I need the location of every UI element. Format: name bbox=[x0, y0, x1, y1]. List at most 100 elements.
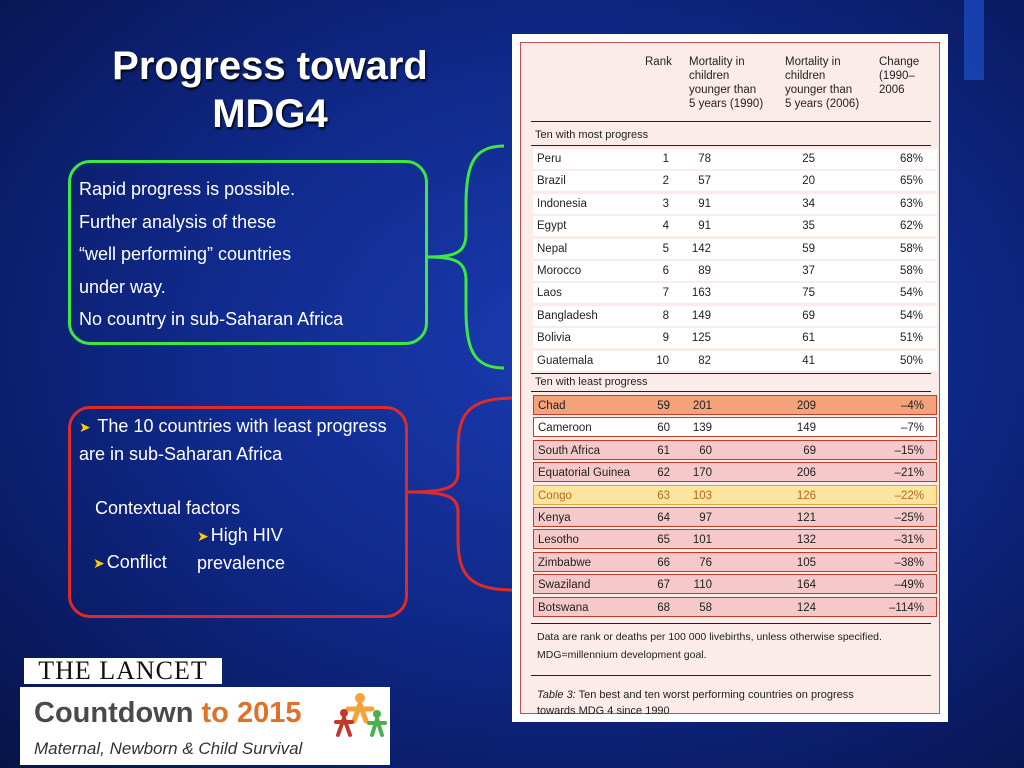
countdown-subtitle: Maternal, Newborn & Child Survival bbox=[34, 739, 303, 758]
corner-accent-bar bbox=[964, 0, 984, 80]
section-rule-least bbox=[531, 391, 931, 392]
header-m1990-l1: Mortality in bbox=[689, 56, 745, 68]
cell-m1990: 89 bbox=[698, 265, 711, 277]
section-most-progress: Ten with most progress bbox=[535, 129, 649, 141]
cell-change: 51% bbox=[899, 332, 923, 345]
cell-change: –49% bbox=[894, 579, 924, 592]
cell-change: –114% bbox=[889, 601, 924, 614]
cell-country: Morocco bbox=[537, 265, 582, 277]
cell-rank: 3 bbox=[662, 197, 669, 210]
cell-m2006: 164 bbox=[796, 579, 816, 592]
table-row: Chad 59 201 209 –4% bbox=[533, 395, 937, 415]
cell-m2006: 69 bbox=[803, 444, 816, 457]
cell-country: Guatemala bbox=[537, 354, 594, 367]
cell-m1990: 142 bbox=[691, 242, 711, 255]
factor-conflict: ➤ Conflict bbox=[93, 549, 167, 577]
cell-change: –25% bbox=[894, 512, 924, 524]
people-figures-icon bbox=[334, 693, 387, 737]
cell-m2006: 59 bbox=[802, 242, 815, 255]
table-row: South Africa 61 60 69 –15% bbox=[533, 439, 937, 460]
cell-m2006: 41 bbox=[802, 354, 815, 367]
table-note-1: Data are rank or deaths per 100 000 live… bbox=[537, 631, 882, 643]
lancet-table-figure: Rank Mortality in children younger than … bbox=[512, 34, 948, 722]
cell-rank: 64 bbox=[657, 512, 670, 524]
arrow-bullet-icon: ➤ bbox=[79, 419, 91, 435]
header-m2006-l1: Mortality in bbox=[785, 56, 841, 68]
section-least-progress: Ten with least progress bbox=[535, 376, 648, 388]
cell-country: Laos bbox=[537, 287, 562, 300]
green-line-3: “well performing” countries bbox=[79, 244, 292, 264]
cell-rank: 10 bbox=[656, 354, 669, 367]
cell-change: 58% bbox=[899, 265, 923, 277]
cell-m2006: 35 bbox=[802, 220, 815, 233]
countdown-2015-logo: Countdown to 2015 Maternal, Newborn & Ch… bbox=[20, 687, 390, 765]
footer-rule bbox=[531, 623, 931, 624]
cell-m1990: 78 bbox=[698, 153, 711, 165]
cell-m1990: 97 bbox=[699, 512, 712, 524]
table-row: Congo 63 103 126 –22% bbox=[533, 484, 937, 505]
cell-rank: 67 bbox=[657, 579, 670, 592]
table-row: Egypt 4 91 35 62% bbox=[533, 216, 937, 237]
cell-rank: 61 bbox=[657, 444, 670, 457]
cell-rank: 5 bbox=[662, 242, 669, 255]
cell-rank: 6 bbox=[662, 265, 669, 277]
cell-m2006: 149 bbox=[796, 422, 816, 435]
table-row: Brazil 2 57 20 65% bbox=[533, 171, 937, 192]
slide-title: Progress toward MDG4 bbox=[60, 42, 480, 138]
header-change-l2: (1990– bbox=[879, 70, 915, 82]
green-line-2: Further analysis of these bbox=[79, 211, 277, 232]
green-line-4: under way. bbox=[79, 276, 166, 297]
cell-change: 54% bbox=[899, 309, 923, 322]
cell-m1990: 170 bbox=[692, 467, 712, 480]
cell-m2006: 126 bbox=[796, 489, 816, 502]
red-brace bbox=[407, 396, 515, 592]
header-m1990-l3: younger than bbox=[689, 84, 757, 96]
cell-change: –22% bbox=[894, 489, 924, 502]
title-line-2: MDG4 bbox=[212, 92, 328, 136]
countdown-title: Countdown to 2015 bbox=[34, 697, 301, 730]
cell-country: Bolivia bbox=[537, 332, 571, 345]
cell-change: –38% bbox=[894, 556, 924, 569]
cell-rank: 8 bbox=[662, 309, 669, 322]
cell-change: 54% bbox=[899, 287, 923, 300]
cell-m1990: 58 bbox=[699, 601, 712, 614]
cell-m2006: 121 bbox=[796, 512, 816, 524]
cell-rank: 4 bbox=[662, 220, 669, 233]
header-mortality-1990: Mortality in children younger than 5 yea… bbox=[689, 55, 763, 111]
green-line-5: No country in sub-Saharan Africa bbox=[79, 309, 344, 329]
table-row: Lesotho 65 101 132 –31% bbox=[533, 529, 937, 550]
factors-list: ➤ High HIV prevalence ➤ Conflict bbox=[79, 522, 397, 582]
cell-rank: 1 bbox=[662, 153, 669, 165]
cell-m1990: 91 bbox=[698, 197, 711, 210]
cell-country: Congo bbox=[538, 489, 572, 502]
factor-conflict-text: Conflict bbox=[106, 552, 167, 572]
cell-country: Swaziland bbox=[538, 579, 591, 592]
caption-label: Table 3: bbox=[537, 689, 576, 701]
cell-m1990: 57 bbox=[698, 175, 711, 188]
cell-change: 65% bbox=[899, 175, 923, 188]
table-row: Kenya 64 97 121 –25% bbox=[533, 507, 937, 527]
header-change-l3: 2006 bbox=[879, 84, 905, 96]
cell-m2006: 206 bbox=[796, 467, 816, 480]
cell-rank: 7 bbox=[662, 287, 669, 300]
header-change-l1: Change bbox=[879, 56, 920, 68]
header-mortality-2006: Mortality in children younger than 5 yea… bbox=[785, 55, 859, 111]
cell-m2006: 37 bbox=[802, 265, 815, 277]
cell-rank: 60 bbox=[657, 422, 670, 435]
cell-rank: 9 bbox=[662, 332, 669, 345]
cell-m1990: 60 bbox=[699, 444, 712, 457]
table-row: Botswana 68 58 124 –114% bbox=[533, 596, 937, 617]
cell-country: Lesotho bbox=[538, 534, 579, 547]
cell-m2006: 34 bbox=[802, 197, 815, 210]
table-caption: Table 3: Ten best and ten worst performi… bbox=[537, 687, 854, 719]
header-m2006-l2: children bbox=[785, 70, 826, 82]
countdown-word: Countdown bbox=[34, 697, 194, 729]
cell-change: 58% bbox=[899, 242, 923, 255]
cell-country: Brazil bbox=[537, 175, 566, 188]
cell-m1990: 110 bbox=[693, 579, 712, 592]
table-row: Equatorial Guinea 62 170 206 –21% bbox=[533, 462, 937, 483]
cell-change: –31% bbox=[894, 534, 924, 547]
cell-m2006: 20 bbox=[802, 175, 815, 188]
header-rule bbox=[531, 121, 931, 122]
header-m1990-l4: 5 years (1990) bbox=[689, 98, 764, 110]
